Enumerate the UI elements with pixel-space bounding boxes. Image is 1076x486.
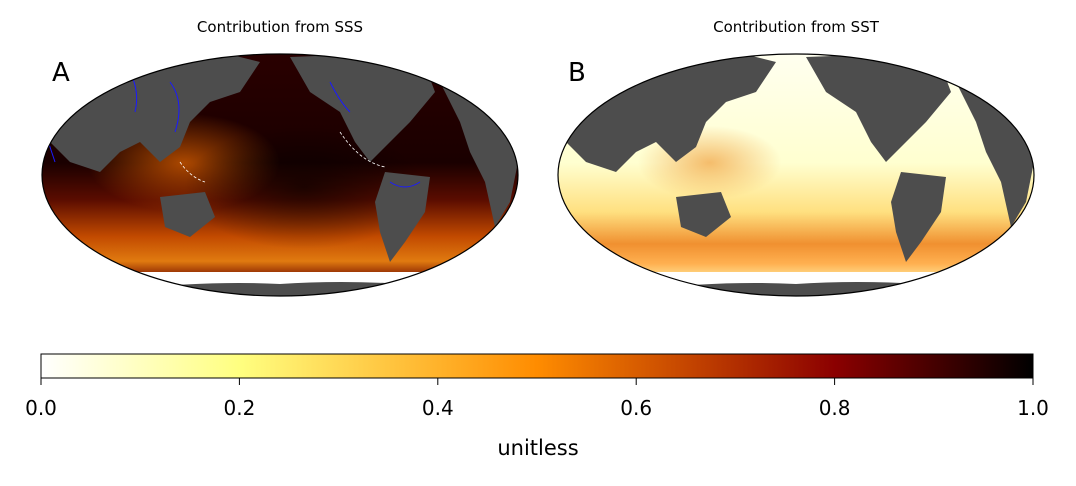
colorbar-tick-label: 0.8 <box>818 396 851 420</box>
north-america-land <box>806 54 951 162</box>
colorbar-tick-label: 0.2 <box>223 396 256 420</box>
map-sst <box>557 53 1035 297</box>
panel-a-title: Contribution from SSS <box>196 18 364 36</box>
colorbar-tick-label: 0.0 <box>25 396 57 420</box>
colorbar-tick-label: 1.0 <box>1017 396 1049 420</box>
australia-land <box>160 192 215 237</box>
colorbar <box>40 353 1034 385</box>
river <box>389 181 421 188</box>
map-outline <box>41 53 519 297</box>
panel-b-letter: B <box>568 58 586 88</box>
river <box>169 81 180 133</box>
north-america-land <box>290 54 435 162</box>
colorbar-tick-label: 0.6 <box>620 396 653 420</box>
colorbar-gradient <box>40 353 1034 379</box>
australia-land <box>676 192 731 237</box>
river <box>329 81 351 113</box>
map-outline <box>557 53 1035 297</box>
colorbar-label: unitless <box>497 436 579 460</box>
map-sss <box>41 53 519 297</box>
panel-b-title: Contribution from SST <box>713 18 879 36</box>
colorbar-tick-label: 0.4 <box>421 396 454 420</box>
colorbar-ticks <box>40 378 1034 385</box>
south-america-land <box>891 172 946 262</box>
panel-a-letter: A <box>52 58 70 88</box>
south-america-land <box>375 172 430 262</box>
